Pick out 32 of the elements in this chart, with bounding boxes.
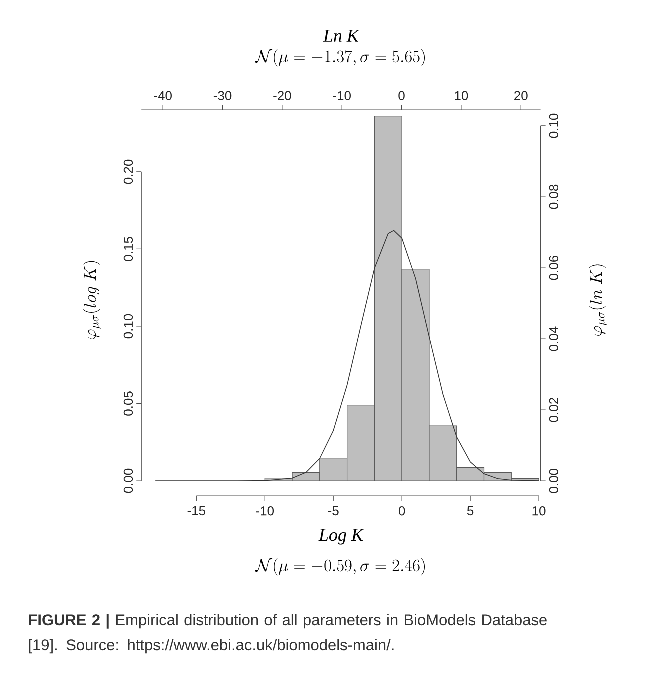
y2-tick-label: 0.06 [549,256,559,280]
x2-tick-label: -20 [274,91,292,100]
line-series [155,230,540,482]
y2-axis-title: $\varphi_{\mu\sigma}(ln\ K)$ [589,264,608,336]
y-axis-title: $\varphi_{\mu\sigma}(log\ K)$ [83,261,102,340]
text: $\mathcal{N}(\mu = -0.59, \sigma = 2.46)$ [255,558,426,576]
x-tick-label: -5 [328,506,339,516]
y-tick-label: 0.00 [124,468,134,494]
x2-tick-label: 20 [514,91,528,100]
y-tick-label: 0.10 [124,314,134,339]
x2-tick-label: 0 [398,91,405,100]
y-tick-label: 0.15 [124,237,134,262]
x-tick-label: 0 [398,506,406,516]
x-tick-label: -15 [188,506,206,516]
x-tick-label: 10 [532,506,546,516]
text: FIGURE 2 | Empirical distribution of all parameters in BioModels Database [19]. Source: https://www.ebi.ac.uk/biomodels-main/. [29,614,547,654]
y2-tick-label: 0.00 [549,468,559,494]
y-tick-label: 0.05 [124,392,134,416]
x-axis-title: Log K [318,529,364,545]
x-tick-label: 5 [467,506,474,516]
x-tick-label: -10 [256,506,274,516]
x2-tick-label: -10 [333,91,351,100]
text: $\mathcal{N}(\mu = -1.37, \sigma = 5.65)$ [255,48,426,67]
y2-tick-label: 0.04 [549,326,559,352]
y2-tick-label: 0.08 [549,184,559,210]
y2-tick-label: 0.10 [549,114,559,138]
x2-tick-label: -30 [214,91,232,100]
y2-tick-label: 0.02 [549,398,559,422]
x2-tick-label: 10 [455,91,468,100]
x2-axis-title: Ln K [323,30,360,42]
y-tick-label: 0.20 [124,160,134,184]
x2-tick-label: -40 [154,91,172,100]
